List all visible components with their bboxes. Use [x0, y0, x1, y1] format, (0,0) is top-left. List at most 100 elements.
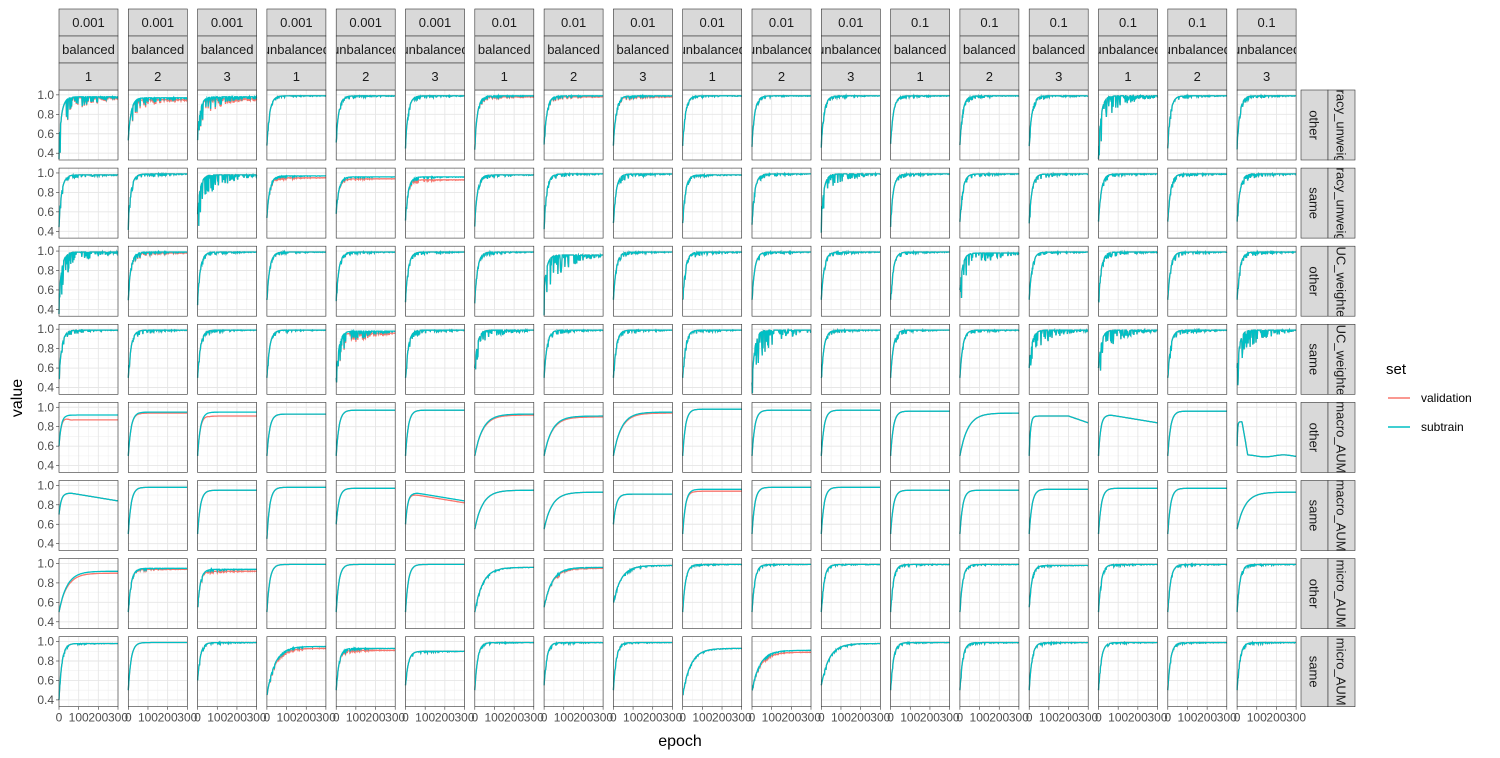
col-strip-seed-14: 3	[1055, 69, 1062, 84]
panel-r5-c17	[1236, 480, 1297, 551]
x-tick-label: 100	[415, 711, 435, 725]
subtrain-line-r2-c2	[196, 250, 257, 306]
panel-border	[890, 167, 950, 239]
x-tick-label: 100	[277, 711, 297, 725]
x-tick-label: 0	[679, 711, 686, 725]
col-strip-bg	[682, 8, 743, 37]
row-strip-bg	[1327, 245, 1356, 317]
subtrain-line-r5-c9	[682, 488, 742, 535]
panel-r3-c3	[266, 324, 327, 395]
x-tick-label: 300	[524, 711, 544, 725]
row-strip-test-7: same	[1307, 656, 1322, 688]
validation-line-r1-c3	[266, 176, 327, 218]
row-strip-bg	[1300, 402, 1329, 473]
subtrain-line-r0-c14	[1028, 94, 1089, 147]
col-strip-bg	[128, 35, 188, 64]
y-tick-label: 0.6	[37, 439, 54, 453]
row-strip-bg	[1327, 402, 1356, 473]
y-tick-label: 1.0	[37, 556, 54, 570]
panel-r6-c10	[751, 558, 812, 629]
x-tick-label: 200	[227, 711, 247, 725]
panel-border	[1098, 167, 1158, 239]
panel-r6-c9	[682, 558, 743, 629]
panel-border	[1236, 323, 1297, 395]
panel-border	[405, 558, 465, 629]
x-tick-label: 200	[296, 711, 316, 725]
panel-border	[751, 558, 812, 629]
row-strip-bg	[1327, 636, 1356, 708]
subtrain-line-r1-c12	[889, 171, 950, 227]
x-tick-label: 100	[970, 711, 990, 725]
panel-r0-c4	[335, 90, 396, 160]
x-tick-label: 200	[920, 711, 940, 725]
panel-border	[820, 636, 881, 708]
col-strip-bg	[959, 62, 1020, 91]
subtrain-line-r1-c15	[1097, 172, 1158, 222]
row-strip-metric-6: micro_AUM	[1334, 560, 1349, 628]
panel-border	[128, 323, 188, 395]
panel-border	[751, 323, 812, 395]
row-strip-bg	[1300, 167, 1329, 239]
facet-strips: 0.001 balanced 1 0.001 balanced 2 0.001 balance…	[58, 8, 1356, 708]
panel-border	[1028, 402, 1089, 473]
col-strip-seed-17: 3	[1263, 69, 1270, 84]
panel-r1-c13	[959, 168, 1020, 239]
col-strip-bg	[266, 62, 327, 91]
panel-r0-c12	[890, 90, 951, 160]
subtrain-line-r7-c7	[543, 641, 604, 686]
panel-r3-c11	[820, 324, 881, 395]
y-tick-label: 0.8	[37, 498, 54, 512]
row-strip-test-5: same	[1307, 500, 1322, 532]
subtrain-line-r4-c11	[820, 409, 881, 456]
col-strip-bg	[1028, 62, 1089, 91]
col-strip-bg	[543, 62, 604, 91]
panel-r7-c6	[474, 636, 535, 707]
row-strip-bg	[1327, 323, 1356, 395]
subtrain-line-r6-c1	[127, 567, 188, 613]
col-strip-seed-5: 3	[431, 69, 438, 84]
panel-r4-c6	[474, 402, 535, 473]
col-strip-bg	[405, 35, 465, 64]
subtrain-line-r5-c16	[1167, 487, 1227, 535]
panel-r4-c17	[1236, 402, 1297, 473]
panel-border	[128, 558, 188, 629]
y-tick-label: 0.4	[37, 302, 54, 316]
subtrain-line-r6-c14	[1028, 563, 1089, 608]
x-tick-label: 300	[454, 711, 474, 725]
col-strip-bg	[820, 62, 881, 91]
panel-r1-c16	[1167, 168, 1228, 239]
subtrain-line-r3-c17	[1236, 327, 1297, 386]
panel-border	[197, 402, 257, 473]
panel-border	[474, 480, 535, 551]
subtrain-line-r4-c15	[1097, 414, 1158, 456]
subtrain-line-r3-c7	[543, 328, 604, 378]
row-strip-bg	[1327, 167, 1356, 239]
col-strip-bg	[405, 62, 465, 91]
x-tick-label: 200	[435, 711, 455, 725]
panel-border	[1167, 323, 1228, 395]
x-tick-label: 300	[1217, 711, 1237, 725]
subtrain-line-r3-c16	[1167, 327, 1227, 378]
col-strip-bg	[335, 8, 396, 37]
x-tick-label: 100	[762, 711, 782, 725]
panel-border	[890, 636, 950, 708]
col-strip-bg	[1098, 8, 1158, 37]
col-strip-weighting-1: balanced	[131, 42, 184, 57]
col-strip-bg	[751, 8, 812, 37]
col-strip-bg	[58, 62, 119, 91]
subtrain-line-r5-c8	[612, 493, 673, 525]
subtrain-line-r7-c3	[266, 645, 327, 696]
subtrain-line-r7-c6	[474, 641, 534, 691]
y-tick-label: 0.6	[37, 517, 54, 531]
col-strip-bg	[890, 62, 950, 91]
panel-border	[682, 323, 743, 395]
col-strip-bg	[266, 8, 327, 37]
panel-border	[613, 636, 673, 708]
row-strip-bg	[1327, 480, 1356, 551]
subtrain-line-r7-c10	[751, 649, 812, 691]
panel-r6-c13	[959, 558, 1020, 629]
x-tick-label: 200	[643, 711, 663, 725]
panel-border	[543, 167, 604, 239]
subtrain-line-r1-c13	[959, 171, 1020, 222]
subtrain-line-r2-c10	[751, 249, 811, 300]
